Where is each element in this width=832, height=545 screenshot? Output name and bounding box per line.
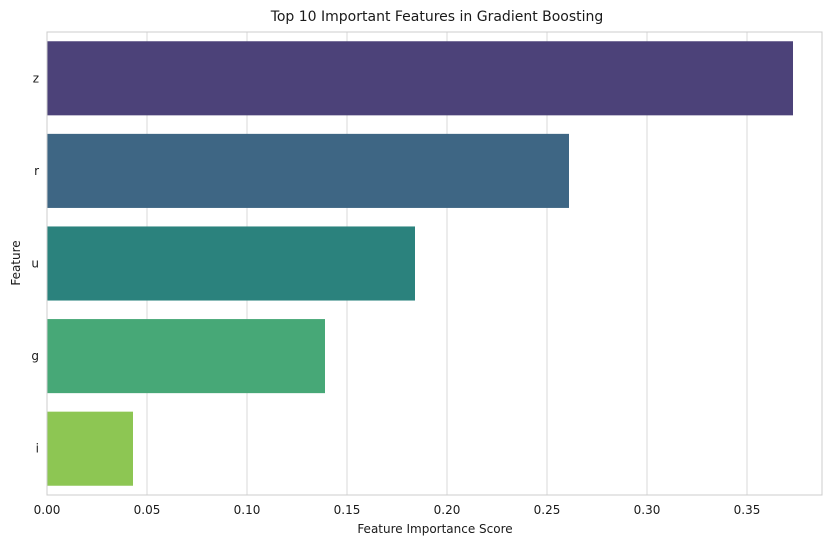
bar-z xyxy=(47,41,793,116)
y-tick-label: g xyxy=(31,349,39,363)
plot-frame xyxy=(46,31,823,496)
y-tick-label: r xyxy=(34,164,39,178)
y-tick-label: i xyxy=(36,442,39,456)
x-tick-labels: 0.00 0.05 0.10 0.15 0.20 0.25 0.30 0.35 xyxy=(34,503,761,517)
y-tick-label: u xyxy=(31,257,39,271)
x-tick-label: 0.15 xyxy=(334,503,361,517)
x-tick-label: 0.10 xyxy=(234,503,261,517)
bar-u xyxy=(47,226,415,301)
y-tick-labels: z r u g i xyxy=(31,71,39,455)
y-axis-label: Feature xyxy=(9,240,23,285)
x-tick-label: 0.05 xyxy=(134,503,161,517)
x-axis-label: Feature Importance Score xyxy=(357,522,512,536)
chart-title: Top 10 Important Features in Gradient Bo… xyxy=(270,9,604,25)
bars xyxy=(47,41,793,486)
bar-r xyxy=(47,133,569,208)
y-tick-label: z xyxy=(33,71,39,85)
x-tick-label: 0.30 xyxy=(634,503,661,517)
x-tick-label: 0.00 xyxy=(34,503,61,517)
bar-g xyxy=(47,319,325,394)
x-tick-label: 0.35 xyxy=(734,503,761,517)
x-tick-label: 0.25 xyxy=(534,503,561,517)
x-tick-label: 0.20 xyxy=(434,503,461,517)
bar-i xyxy=(47,411,133,486)
